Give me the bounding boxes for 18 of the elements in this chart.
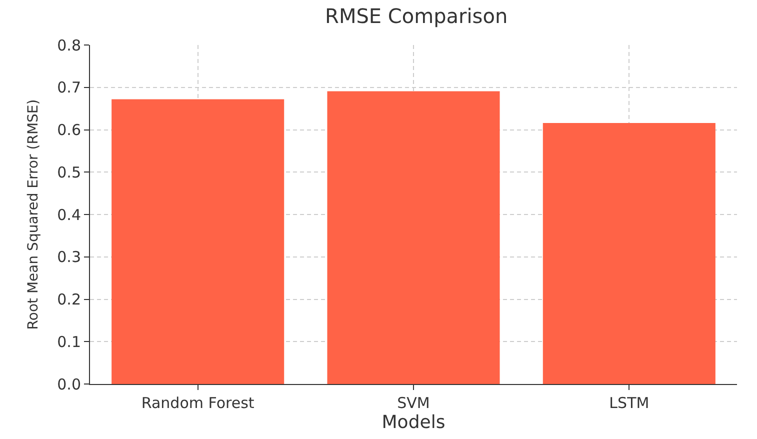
y-tick-label: 0.8 [57,36,81,54]
bar [542,122,716,384]
y-tick-label: 0.2 [57,290,81,308]
x-tick-label: LSTM [609,394,650,412]
y-tick-label: 0.0 [57,375,81,394]
x-tick-label: SVM [397,394,430,412]
y-tick-label: 0.6 [57,121,81,139]
y-tick-label: 0.5 [57,163,81,182]
chart-title: RMSE Comparison [325,4,508,28]
bar [327,91,500,384]
y-tick-label: 0.3 [57,248,81,266]
y-tick-label: 0.1 [57,332,81,351]
y-axis-title: Root Mean Squared Error (RMSE) [26,99,42,330]
x-tick-label: Random Forest [141,394,254,412]
y-tick-label: 0.4 [57,206,81,224]
x-axis-title: Models [382,412,446,433]
bar [112,99,284,384]
y-tick-label: 0.7 [57,78,81,97]
